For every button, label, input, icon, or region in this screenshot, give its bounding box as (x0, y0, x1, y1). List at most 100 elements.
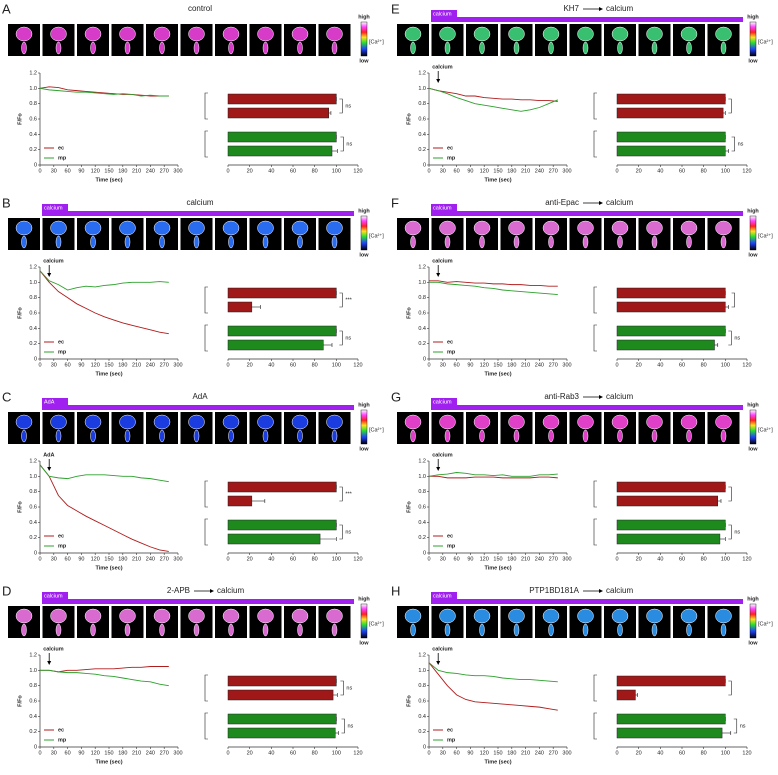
y-tick-label: 0.2 (29, 535, 37, 541)
x-tick-label: 0 (226, 362, 229, 368)
x-tick-label: 20 (247, 168, 253, 174)
group-bracket (204, 674, 208, 702)
cell-body (582, 41, 589, 55)
x-tick-label: 240 (535, 168, 544, 174)
legend-label: mp (447, 737, 456, 743)
y-axis-label: F/Fo (406, 113, 412, 125)
y-tick-label: 0.8 (418, 683, 426, 689)
y-tick-label: 0.2 (29, 729, 37, 735)
bar (616, 713, 726, 725)
x-tick-label: 80 (312, 362, 318, 368)
x-tick-label: 270 (549, 168, 558, 174)
legend-label: mp (58, 737, 67, 743)
x-tick-label: 120 (353, 362, 362, 368)
colorbar-low: low (359, 640, 369, 646)
cell-body (651, 41, 658, 55)
sig-bracket (728, 486, 732, 502)
data-line (39, 87, 169, 97)
y-tick-label: 0.4 (418, 326, 426, 332)
cell-body (548, 429, 554, 443)
x-tick-label: 30 (51, 556, 57, 562)
cell-head (188, 608, 205, 624)
sig-label: *** (345, 491, 352, 497)
data-line (39, 464, 169, 483)
panel-title: calcium (186, 198, 213, 207)
arrow-head (47, 273, 52, 277)
cell-head (611, 26, 629, 42)
cell-body (720, 41, 727, 55)
x-axis-label: Time (sec) (484, 177, 511, 183)
sig-label: ns (740, 723, 746, 729)
cell-body (479, 623, 485, 637)
bar (616, 339, 715, 351)
x-tick-label: 270 (160, 168, 169, 174)
y-tick-label: 1.2 (418, 652, 426, 658)
cell-head (680, 414, 698, 430)
cell-body (21, 41, 27, 55)
x-tick-label: 0 (38, 750, 41, 756)
bar (616, 301, 726, 313)
cell-head (153, 220, 171, 236)
x-tick-label: 60 (454, 556, 460, 562)
treatment-label-bg (431, 398, 457, 406)
cell-head (473, 414, 491, 430)
treatment-bar (42, 599, 354, 604)
legend-label: mp (447, 543, 456, 549)
cell-head (291, 608, 309, 624)
bar (616, 533, 721, 545)
x-tick-label: 60 (65, 362, 71, 368)
bar (227, 727, 336, 739)
sig-bracket (731, 136, 735, 152)
x-tick-label: 80 (312, 556, 318, 562)
x-tick-label: 120 (742, 556, 751, 562)
x-tick-label: 150 (493, 556, 502, 562)
cell-head (257, 414, 274, 430)
bar (616, 145, 726, 157)
legend-label: ec (58, 727, 64, 733)
colorbar-label: [Ca²⁺] (369, 38, 384, 45)
cell-body (444, 429, 451, 443)
x-tick-label: 60 (454, 362, 460, 368)
x-tick-label: 0 (226, 556, 229, 562)
y-tick-label: 0.6 (29, 504, 37, 510)
x-tick-label: 120 (480, 168, 489, 174)
cell-body (582, 623, 589, 637)
arrow-head (436, 661, 441, 665)
bar (227, 495, 253, 507)
colorbar-label: [Ca²⁺] (758, 426, 773, 433)
x-tick-label: 180 (507, 362, 516, 368)
cell-body (193, 235, 200, 249)
arrow-head (47, 467, 52, 471)
x-tick-label: 180 (507, 556, 516, 562)
y-tick-label: 0 (423, 356, 426, 362)
group-bracket (204, 92, 208, 120)
cell-body (159, 235, 165, 249)
x-axis-label: Time (sec) (95, 177, 122, 183)
colorbar-high: high (358, 596, 370, 602)
cell-body (548, 41, 554, 55)
cell-body (159, 41, 165, 55)
colorbar-label: [Ca²⁺] (369, 232, 384, 239)
x-tick-label: 210 (521, 556, 530, 562)
cell-body (228, 429, 234, 443)
x-tick-label: 90 (467, 556, 473, 562)
cell-body (651, 235, 658, 249)
cell-head (715, 26, 732, 42)
x-tick-label: 40 (657, 750, 663, 756)
x-tick-label: 20 (636, 556, 642, 562)
panel-letter: F (391, 195, 399, 210)
cell-body (410, 623, 416, 637)
x-tick-label: 60 (679, 362, 685, 368)
y-tick-label: 0.2 (418, 147, 426, 153)
cell-body (124, 429, 131, 443)
cell-head (404, 414, 422, 430)
panel-title: KH7 (563, 4, 579, 13)
y-tick-label: 0.6 (29, 116, 37, 122)
cell-head (715, 220, 732, 236)
y-tick-label: 0.6 (418, 310, 426, 316)
annotation: calcium (43, 258, 64, 264)
cell-head (15, 414, 33, 430)
cell-head (188, 220, 205, 236)
cell-body (513, 235, 520, 249)
cell-head (257, 220, 274, 236)
